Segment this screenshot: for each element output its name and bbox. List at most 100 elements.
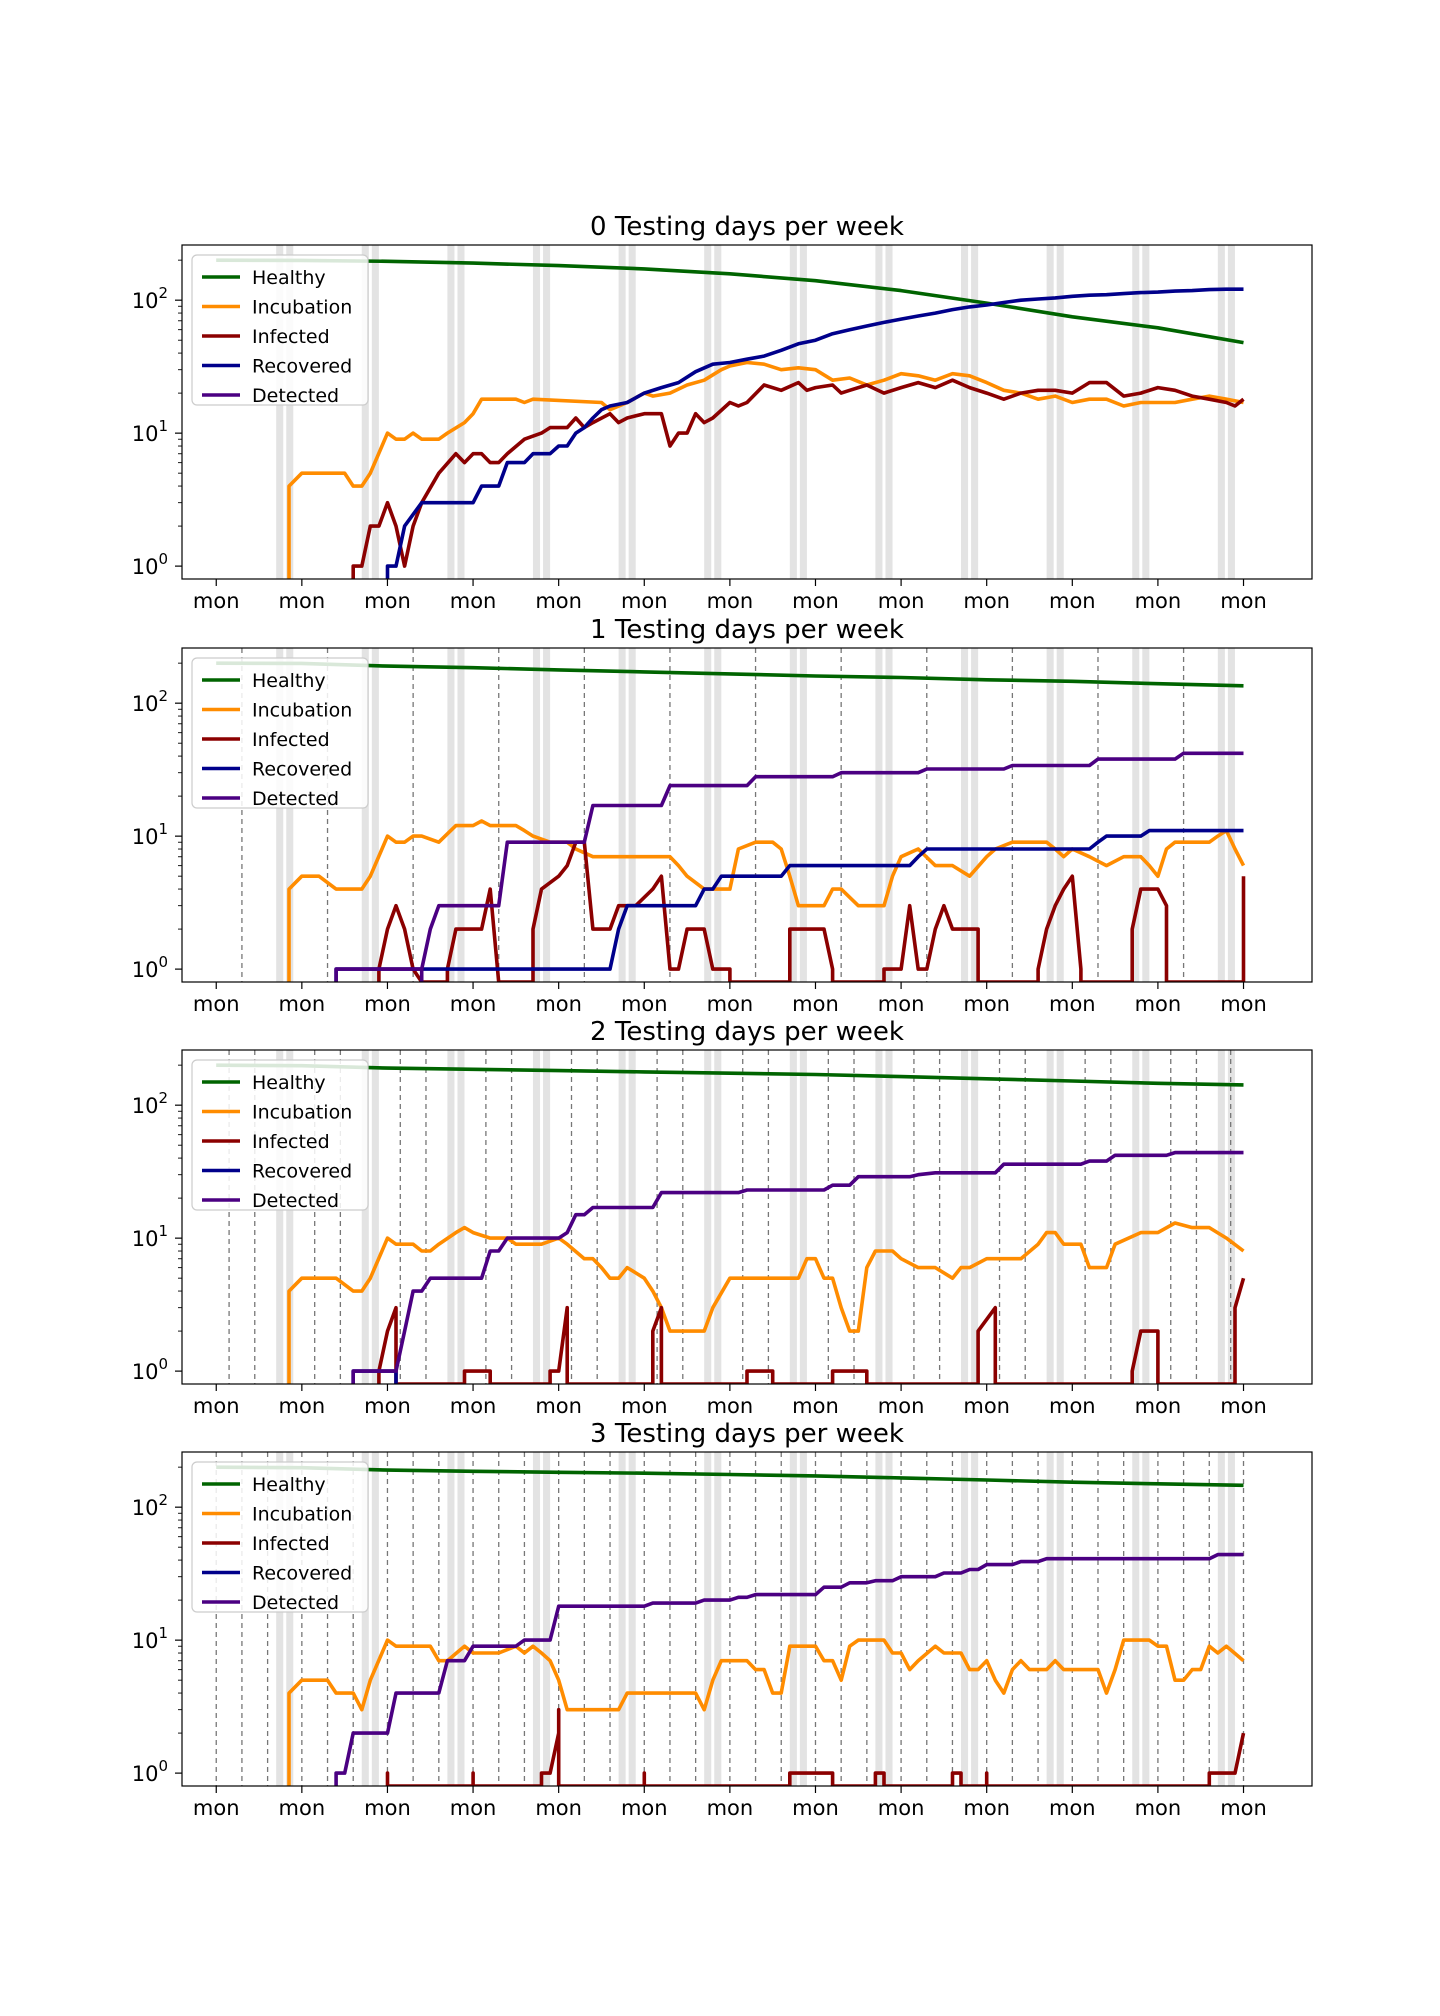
y-tick-label: 100 [132, 550, 168, 579]
x-tick-label: mon [792, 589, 839, 613]
x-tick-label: mon [878, 1796, 925, 1820]
x-tick-label: mon [450, 589, 497, 613]
y-tick-base: 10 [132, 1227, 159, 1251]
x-tick-label: mon [707, 1394, 754, 1418]
x-tick-label: mon [535, 1394, 582, 1418]
y-tick-exponent: 1 [158, 1624, 168, 1642]
y-tick-label: 102 [132, 1089, 168, 1118]
x-tick-label: mon [364, 589, 411, 613]
legend-label-recovered: Recovered [252, 1161, 352, 1183]
y-tick-exponent: 1 [158, 820, 168, 838]
y-tick-base: 10 [132, 692, 159, 716]
series-incubation-line [287, 360, 1244, 579]
x-tick-label: mon [193, 1394, 240, 1418]
y-tick-base: 10 [132, 1496, 159, 1520]
x-tick-label: mon [878, 992, 925, 1016]
legend-box [191, 1461, 369, 1613]
y-tick-exponent: 0 [158, 550, 168, 568]
x-tick-label: mon [1220, 1796, 1267, 1820]
x-tick-label: mon [1220, 589, 1267, 613]
y-tick-exponent: 0 [158, 1355, 168, 1373]
series-incubation-line [287, 1638, 1245, 1786]
y-tick-base: 10 [132, 1094, 159, 1118]
x-tick-label: mon [1049, 589, 1096, 613]
series-lines [216, 1063, 1246, 1384]
x-tick-label: mon [621, 589, 668, 613]
y-tick-label: 101 [132, 1624, 168, 1653]
series-healthy-line [216, 1465, 1244, 1488]
y-tick-base: 10 [132, 825, 159, 849]
axes-frame [181, 647, 1313, 983]
y-tick-label: 101 [132, 417, 168, 446]
y-tick-exponent: 2 [158, 1089, 168, 1107]
x-tick-label: mon [963, 1796, 1010, 1820]
y-tick-base: 10 [132, 1629, 159, 1653]
x-tick-label: mon [193, 992, 240, 1016]
legend-label-recovered: Recovered [252, 759, 352, 781]
legend-box [191, 1059, 369, 1211]
x-tick-label: mon [1135, 1796, 1182, 1820]
x-tick-label: mon [1220, 992, 1267, 1016]
series-infected-line [385, 1707, 1246, 1786]
legend-box [191, 254, 369, 406]
x-tick-label: mon [535, 1796, 582, 1820]
x-tick-label: mon [1135, 1394, 1182, 1418]
y-tick-label: 102 [132, 1491, 168, 1520]
x-tick-label: mon [193, 1796, 240, 1820]
series-healthy-line [216, 661, 1244, 688]
legend-label-detected: Detected [252, 1592, 339, 1614]
y-tick-base: 10 [132, 289, 159, 313]
x-tick-label: mon [963, 1394, 1010, 1418]
legend: Healthy Incubation Infected Recovered Detect… [191, 1461, 369, 1614]
y-tick-base: 10 [132, 958, 159, 982]
series-incubation-line [287, 819, 1246, 982]
legend-label-infected: Infected [252, 326, 330, 348]
series-infected-line [351, 378, 1245, 579]
y-tick-base: 10 [132, 555, 159, 579]
x-tick-label: mon [878, 1394, 925, 1418]
y-tick-exponent: 0 [158, 953, 168, 971]
x-tick-label: mon [1220, 1394, 1267, 1418]
series-recovered-line [385, 287, 1244, 579]
chart-title: 0 Testing days per week [590, 212, 904, 242]
legend-label-detected: Detected [252, 385, 339, 407]
x-tick-label: mon [1135, 992, 1182, 1016]
x-tick-label: mon [707, 589, 754, 613]
x-tick-label: mon [364, 992, 411, 1016]
y-tick-exponent: 1 [158, 417, 168, 435]
legend-label-healthy: Healthy [252, 1474, 326, 1496]
series-lines [216, 661, 1246, 982]
x-tick-label: mon [963, 589, 1010, 613]
y-tick-label: 101 [132, 820, 168, 849]
x-tick-label: mon [707, 1796, 754, 1820]
x-tick-label: mon [707, 992, 754, 1016]
x-tick-label: mon [878, 589, 925, 613]
y-tick-label: 100 [132, 1757, 168, 1786]
series-incubation-line [287, 1221, 1245, 1384]
x-tick-label: mon [1049, 1796, 1096, 1820]
y-tick-label: 101 [132, 1222, 168, 1251]
x-tick-label: mon [450, 1394, 497, 1418]
legend-label-detected: Detected [252, 1190, 339, 1212]
legend-label-incubation: Incubation [252, 1102, 352, 1124]
x-tick-label: mon [792, 1394, 839, 1418]
legend-label-incubation: Incubation [252, 297, 352, 319]
legend-label-infected: Infected [252, 729, 330, 751]
series-recovered-line [334, 828, 1244, 982]
x-tick-label: mon [621, 1394, 668, 1418]
axes-frame [181, 1049, 1313, 1385]
y-tick-exponent: 2 [158, 687, 168, 705]
subplot-1: 1 Testing days per week mon mon mon mon mon mo… [132, 615, 1313, 1016]
series-lines [216, 258, 1245, 579]
x-tick-label: mon [1049, 1394, 1096, 1418]
subplot-2: 2 Testing days per week mon mon mon mon mon mo… [132, 1017, 1313, 1418]
x-tick-label: mon [792, 1796, 839, 1820]
legend-label-healthy: Healthy [252, 1072, 326, 1094]
x-tick-label: mon [279, 1394, 326, 1418]
legend-label-incubation: Incubation [252, 700, 352, 722]
legend: Healthy Incubation Infected Recovered Detect… [191, 657, 369, 810]
x-tick-label: mon [364, 1394, 411, 1418]
axes-frame [181, 244, 1313, 580]
legend-label-recovered: Recovered [252, 356, 352, 378]
y-tick-base: 10 [132, 1762, 159, 1786]
